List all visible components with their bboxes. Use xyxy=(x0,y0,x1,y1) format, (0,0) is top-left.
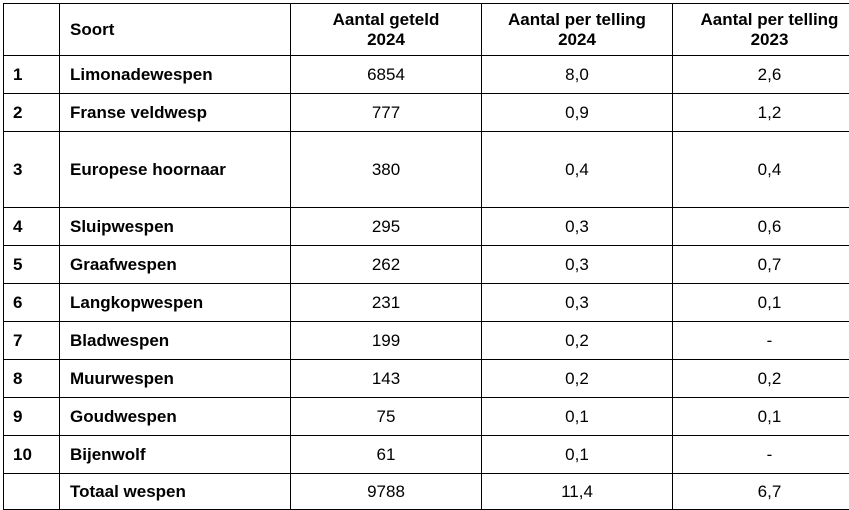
cell-count-2024: 6854 xyxy=(290,55,482,94)
total-label: Totaal wespen xyxy=(59,473,291,510)
cell-per-count-2024: 0,4 xyxy=(481,131,673,208)
header-count-2024: Aantal geteld 2024 xyxy=(290,3,482,56)
total-count-2024: 9788 xyxy=(290,473,482,510)
cell-rank: 1 xyxy=(3,55,60,94)
cell-species: Sluipwespen xyxy=(59,207,291,246)
total-rank xyxy=(3,473,60,510)
table-row: 5 Graafwespen 262 0,3 0,7 xyxy=(3,245,849,284)
header-per-count-2023-line1: Aantal per telling xyxy=(700,9,839,29)
cell-rank: 5 xyxy=(3,245,60,284)
cell-per-count-2023: 2,6 xyxy=(672,55,849,94)
header-count-2024-line2: 2024 xyxy=(367,29,405,49)
cell-per-count-2023: 0,1 xyxy=(672,283,849,322)
header-per-count-2024-line2: 2024 xyxy=(558,29,596,49)
header-per-count-2024-line1: Aantal per telling xyxy=(508,9,646,29)
cell-per-count-2024: 0,1 xyxy=(481,397,673,436)
cell-species: Langkopwespen xyxy=(59,283,291,322)
cell-per-count-2024: 8,0 xyxy=(481,55,673,94)
table-row: 10 Bijenwolf 61 0,1 - xyxy=(3,435,849,474)
cell-rank: 8 xyxy=(3,359,60,398)
cell-per-count-2023: 0,1 xyxy=(672,397,849,436)
cell-per-count-2024: 0,3 xyxy=(481,207,673,246)
cell-per-count-2024: 0,3 xyxy=(481,245,673,284)
cell-rank: 4 xyxy=(3,207,60,246)
header-per-count-2023-line2: 2023 xyxy=(750,29,789,49)
table-row: 4 Sluipwespen 295 0,3 0,6 xyxy=(3,207,849,246)
cell-per-count-2023: - xyxy=(672,321,849,360)
header-per-count-2023: Aantal per telling 2023 xyxy=(672,3,849,56)
cell-species: Europese hoornaar xyxy=(59,131,291,208)
cell-count-2024: 295 xyxy=(290,207,482,246)
cell-rank: 2 xyxy=(3,93,60,132)
cell-count-2024: 262 xyxy=(290,245,482,284)
header-species: Soort xyxy=(59,3,291,56)
cell-per-count-2024: 0,1 xyxy=(481,435,673,474)
header-count-2024-line1: Aantal geteld xyxy=(332,9,440,29)
cell-per-count-2023: 0,4 xyxy=(672,131,849,208)
header-per-count-2024: Aantal per telling 2024 xyxy=(481,3,673,56)
cell-count-2024: 199 xyxy=(290,321,482,360)
cell-count-2024: 380 xyxy=(290,131,482,208)
table-row: 9 Goudwespen 75 0,1 0,1 xyxy=(3,397,849,436)
cell-per-count-2023: 1,2 xyxy=(672,93,849,132)
cell-species: Franse veldwesp xyxy=(59,93,291,132)
cell-species: Bladwespen xyxy=(59,321,291,360)
cell-count-2024: 143 xyxy=(290,359,482,398)
total-per-count-2024: 11,4 xyxy=(481,473,673,510)
cell-count-2024: 231 xyxy=(290,283,482,322)
cell-rank: 7 xyxy=(3,321,60,360)
cell-species: Bijenwolf xyxy=(59,435,291,474)
cell-species: Graafwespen xyxy=(59,245,291,284)
cell-species: Goudwespen xyxy=(59,397,291,436)
cell-species: Limonadewespen xyxy=(59,55,291,94)
cell-rank: 6 xyxy=(3,283,60,322)
cell-count-2024: 75 xyxy=(290,397,482,436)
cell-per-count-2023: 0,7 xyxy=(672,245,849,284)
table-row: 6 Langkopwespen 231 0,3 0,1 xyxy=(3,283,849,322)
cell-rank: 10 xyxy=(3,435,60,474)
cell-species: Muurwespen xyxy=(59,359,291,398)
cell-per-count-2024: 0,2 xyxy=(481,359,673,398)
header-row: Soort Aantal geteld 2024 Aantal per tell… xyxy=(3,3,849,56)
cell-count-2024: 777 xyxy=(290,93,482,132)
cell-per-count-2024: 0,9 xyxy=(481,93,673,132)
table-row: 2 Franse veldwesp 777 0,9 1,2 xyxy=(3,93,849,132)
table-row: 8 Muurwespen 143 0,2 0,2 xyxy=(3,359,849,398)
cell-per-count-2023: 0,2 xyxy=(672,359,849,398)
cell-per-count-2023: 0,6 xyxy=(672,207,849,246)
cell-count-2024: 61 xyxy=(290,435,482,474)
header-rank xyxy=(3,3,60,56)
table-row: 7 Bladwespen 199 0,2 - xyxy=(3,321,849,360)
cell-rank: 9 xyxy=(3,397,60,436)
cell-per-count-2024: 0,3 xyxy=(481,283,673,322)
wasp-count-table: Soort Aantal geteld 2024 Aantal per tell… xyxy=(3,3,849,510)
cell-per-count-2023: - xyxy=(672,435,849,474)
total-per-count-2023: 6,7 xyxy=(672,473,849,510)
table-row: 3 Europese hoornaar 380 0,4 0,4 xyxy=(3,131,849,208)
table-row: 1 Limonadewespen 6854 8,0 2,6 xyxy=(3,55,849,94)
cell-rank: 3 xyxy=(3,131,60,208)
total-row: Totaal wespen 9788 11,4 6,7 xyxy=(3,473,849,510)
cell-per-count-2024: 0,2 xyxy=(481,321,673,360)
